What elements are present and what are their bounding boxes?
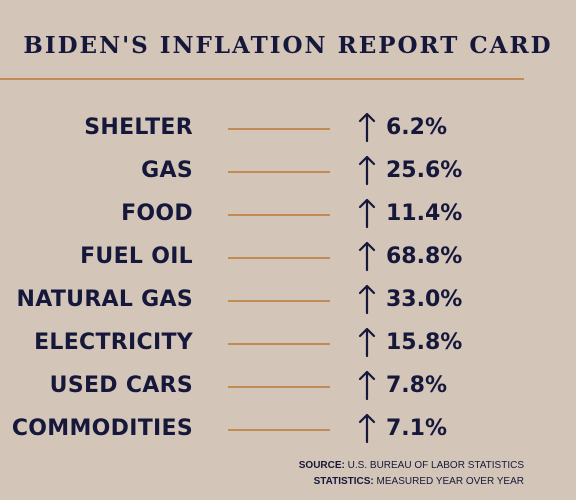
report-row-shelter: SHELTER 6.2% — [0, 107, 576, 150]
connector-line — [228, 128, 330, 130]
up-arrow-icon — [358, 370, 376, 401]
statistics-note: STATISTICS: MEASURED YEAR OVER YEAR — [314, 476, 524, 488]
category-label: SHELTER — [84, 115, 193, 140]
connector-line — [228, 429, 330, 431]
source-value: U.S. BUREAU OF LABOR STATISTICS — [347, 460, 524, 471]
category-label: ELECTRICITY — [34, 330, 193, 355]
inflation-value: 7.1% — [386, 416, 448, 441]
inflation-value: 11.4% — [386, 201, 463, 226]
up-arrow-icon — [358, 241, 376, 272]
page-title: BIDEN'S INFLATION REPORT CARD — [23, 32, 553, 59]
category-label: USED CARS — [49, 373, 193, 398]
report-row-food: FOOD 11.4% — [0, 193, 576, 236]
inflation-value: 68.8% — [386, 244, 463, 269]
inflation-value: 25.6% — [386, 158, 463, 183]
inflation-value: 6.2% — [386, 115, 448, 140]
statistics-key: STATISTICS: — [313, 476, 374, 487]
category-label: FUEL OIL — [80, 244, 193, 269]
report-row-used-cars: USED CARS 7.8% — [0, 365, 576, 408]
up-arrow-icon — [358, 327, 376, 358]
source-credit: SOURCE: U.S. BUREAU OF LABOR STATISTICS — [299, 460, 524, 472]
up-arrow-icon — [358, 155, 376, 186]
source-key: SOURCE: — [298, 460, 345, 471]
report-row-commodities: COMMODITIES 7.1% — [0, 408, 576, 451]
up-arrow-icon — [358, 284, 376, 315]
category-label: GAS — [141, 158, 193, 183]
report-row-gas: GAS 25.6% — [0, 150, 576, 193]
connector-line — [228, 171, 330, 173]
title-divider — [0, 78, 524, 80]
report-row-electricity: ELECTRICITY 15.8% — [0, 322, 576, 365]
up-arrow-icon — [358, 413, 376, 444]
up-arrow-icon — [358, 112, 376, 143]
inflation-value: 7.8% — [386, 373, 448, 398]
inflation-value: 33.0% — [386, 287, 463, 312]
connector-line — [228, 257, 330, 259]
connector-line — [228, 214, 330, 216]
inflation-value: 15.8% — [386, 330, 463, 355]
category-label: NATURAL GAS — [16, 287, 193, 312]
connector-line — [228, 343, 330, 345]
report-row-fuel-oil: FUEL OIL 68.8% — [0, 236, 576, 279]
category-label: FOOD — [121, 201, 193, 226]
up-arrow-icon — [358, 198, 376, 229]
statistics-value: MEASURED YEAR OVER YEAR — [376, 476, 524, 487]
connector-line — [228, 300, 330, 302]
report-card-list: SHELTER 6.2% GAS 25.6% FOOD 11.4% FUEL O… — [0, 107, 576, 451]
report-row-natural-gas: NATURAL GAS 33.0% — [0, 279, 576, 322]
connector-line — [228, 386, 330, 388]
category-label: COMMODITIES — [11, 416, 193, 441]
